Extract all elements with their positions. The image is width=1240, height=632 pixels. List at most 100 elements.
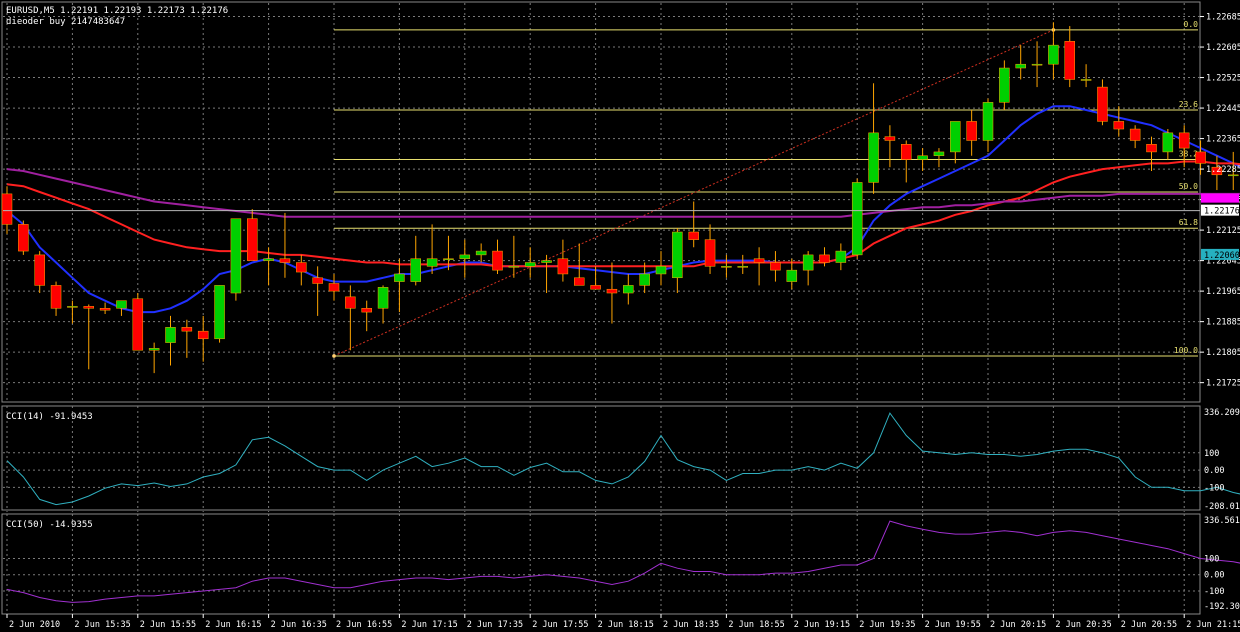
- cci50-title: CCI(50) -14.9355: [6, 520, 93, 530]
- candle-body: [50, 285, 62, 309]
- cci14-tick-label: 100: [1204, 449, 1219, 459]
- candle-body: [508, 266, 520, 268]
- candle-body: [99, 308, 111, 311]
- candle-body: [557, 258, 569, 275]
- candle-body: [1113, 121, 1125, 130]
- time-tick-label: 2 Jun 19:15: [794, 620, 850, 630]
- candle-body: [1178, 132, 1190, 149]
- price-grid: [3, 3, 1200, 401]
- fib-anchor-start: [332, 354, 336, 358]
- candle-body: [67, 306, 78, 308]
- price-tick-label: 1.21965: [1206, 287, 1240, 297]
- candle-body: [802, 254, 814, 271]
- candle-body: [737, 266, 748, 268]
- candle-body: [214, 285, 225, 340]
- candle-body: [230, 218, 242, 294]
- time-tick-label: 2 Jun 16:55: [336, 620, 392, 630]
- time-tick-label: 2 Jun 20:15: [990, 620, 1046, 630]
- candle-body: [394, 273, 405, 282]
- candle-body: [1064, 41, 1075, 80]
- candle-body: [197, 330, 209, 340]
- candle-body: [982, 102, 994, 141]
- candle-body: [410, 258, 421, 282]
- candle-body: [247, 218, 258, 261]
- cci50-panel-frame: [1, 513, 1201, 615]
- candle-body: [524, 262, 536, 267]
- candle-body: [655, 266, 667, 275]
- fib-level-label: 61.8: [1179, 218, 1198, 227]
- candle-body: [116, 300, 127, 309]
- price-tick-label: 1.22685: [1206, 13, 1240, 23]
- candle-body: [377, 287, 389, 309]
- time-tick-label: 2 Jun 21:15: [1186, 620, 1240, 630]
- price-axis: 1.22685 1.22605 1.22525 1.22445 1.22365 1.222…: [3, 13, 1240, 389]
- cci14-panel[interactable]: 336.2097 100 0.00 -100 -208.019 CCI(14) -91.…: [1, 405, 1240, 512]
- candle-body: [426, 258, 438, 267]
- candle-body: [606, 288, 618, 294]
- candle-body: [1162, 132, 1174, 153]
- price-tick-label: 1.22445: [1206, 104, 1240, 114]
- candle-body: [148, 348, 160, 351]
- cci14-series-line: [6, 412, 1240, 506]
- time-tick-label: 2 Jun 15:35: [74, 620, 130, 630]
- candle-body: [1211, 166, 1223, 176]
- candle-body: [884, 136, 896, 141]
- candle-body: [1031, 63, 1043, 66]
- cci50-series-line: [6, 520, 1240, 603]
- cci14-axis: 336.2097 100 0.00 -100 -208.019: [1204, 408, 1240, 512]
- cci14-title: CCI(14) -91.9453: [6, 412, 93, 422]
- candle-body: [1146, 144, 1157, 153]
- candle-body: [933, 151, 945, 156]
- candle-body: [492, 250, 503, 271]
- candle-body: [34, 254, 45, 286]
- cci50-panel[interactable]: 336.5613 100 0.00 -100 -192.309 CCI(50) -14.…: [1, 513, 1240, 615]
- fibonacci-retracement[interactable]: 0.0 23.6 38.2 50.0 61.8 100.0: [332, 20, 1198, 358]
- candle-body: [279, 258, 291, 263]
- candle-body: [786, 269, 798, 282]
- price-tick-label: 1.22605: [1206, 43, 1240, 53]
- candle-body: [18, 224, 29, 252]
- cci14-tick-label: 336.2097: [1204, 408, 1240, 418]
- time-tick-label: 2 Jun 18:55: [728, 620, 784, 630]
- candle-body: [770, 262, 781, 271]
- candle-body: [917, 155, 928, 160]
- cci14-tick-label: -208.019: [1204, 502, 1240, 512]
- candle-body: [296, 262, 307, 273]
- price-tick-label: 1.22525: [1206, 74, 1240, 84]
- candle-body: [475, 250, 487, 256]
- time-tick-label: 2 Jun 20:55: [1121, 620, 1177, 630]
- time-tick-label: 2 Jun 17:35: [467, 620, 523, 630]
- cci50-tick-label: 336.5613: [1204, 516, 1240, 526]
- price-tick-label: 1.21885: [1206, 318, 1240, 328]
- price-tick-label: 1.22365: [1206, 135, 1240, 145]
- candle-body: [459, 254, 471, 259]
- candle-body: [181, 327, 193, 332]
- candle-body: [165, 327, 176, 343]
- candle-body: [1097, 86, 1108, 122]
- ma-value-box: [1201, 193, 1239, 203]
- moving-average-line-2: [6, 160, 1240, 268]
- candle-body: [1080, 79, 1092, 81]
- time-tick-label: 2 Jun 19:55: [925, 620, 981, 630]
- candle-body: [312, 277, 323, 284]
- time-tick-label: 2 Jun 16:35: [271, 620, 327, 630]
- chart-title: EURUSD,M5 1.22191 1.22193 1.22173 1.2217…: [6, 6, 228, 16]
- current-price-label: 1.22176: [1204, 207, 1240, 217]
- candle-body: [623, 285, 634, 294]
- candle-body: [704, 239, 716, 267]
- cci50-tick-label: -192.309: [1204, 602, 1240, 612]
- cci50-tick-label: 100: [1204, 554, 1219, 564]
- current-price-box: [1201, 204, 1239, 216]
- cci50-tick-label: 0.00: [1204, 571, 1224, 581]
- fib-level-label: 0.0: [1184, 20, 1199, 29]
- candle-body: [721, 266, 732, 268]
- candle-body: [753, 258, 765, 263]
- time-tick-label: 2 Jun 19:35: [859, 620, 915, 630]
- candle-body: [1228, 174, 1239, 177]
- candle-body: [1048, 44, 1059, 65]
- price-tick-label: 1.21805: [1206, 348, 1240, 358]
- candle-body: [966, 121, 977, 141]
- time-axis: 2 Jun 2010 2 Jun 15:35 2 Jun 15:55 2 Jun 16…: [6, 614, 1240, 630]
